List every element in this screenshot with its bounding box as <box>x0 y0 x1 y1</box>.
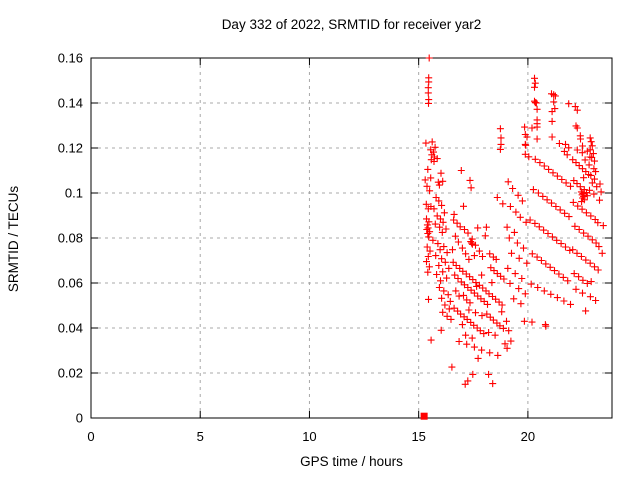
y-tick-label: 0.12 <box>58 141 83 156</box>
x-tick-label: 0 <box>87 429 94 444</box>
y-tick-label: 0.06 <box>58 276 83 291</box>
y-tick-label: 0.14 <box>58 96 83 111</box>
y-tick-label: 0.02 <box>58 366 83 381</box>
x-tick-label: 5 <box>197 429 204 444</box>
x-axis-label: GPS time / hours <box>300 454 403 469</box>
x-tick-label: 20 <box>521 429 535 444</box>
y-tick-label: 0.08 <box>58 231 83 246</box>
y-tick-label: 0.16 <box>58 51 83 66</box>
tick-marks <box>90 57 612 419</box>
data-point-square <box>420 412 428 420</box>
y-tick-label: 0.04 <box>58 321 83 336</box>
gridlines <box>91 58 612 418</box>
data-points-plus <box>421 54 607 388</box>
chart-title: Day 332 of 2022, SRMTID for receiver yar… <box>221 17 482 32</box>
x-tick-label: 15 <box>411 429 425 444</box>
y-tick-label: 0.1 <box>65 186 83 201</box>
x-tick-label: 10 <box>302 429 316 444</box>
y-tick-label: 0 <box>76 411 83 426</box>
